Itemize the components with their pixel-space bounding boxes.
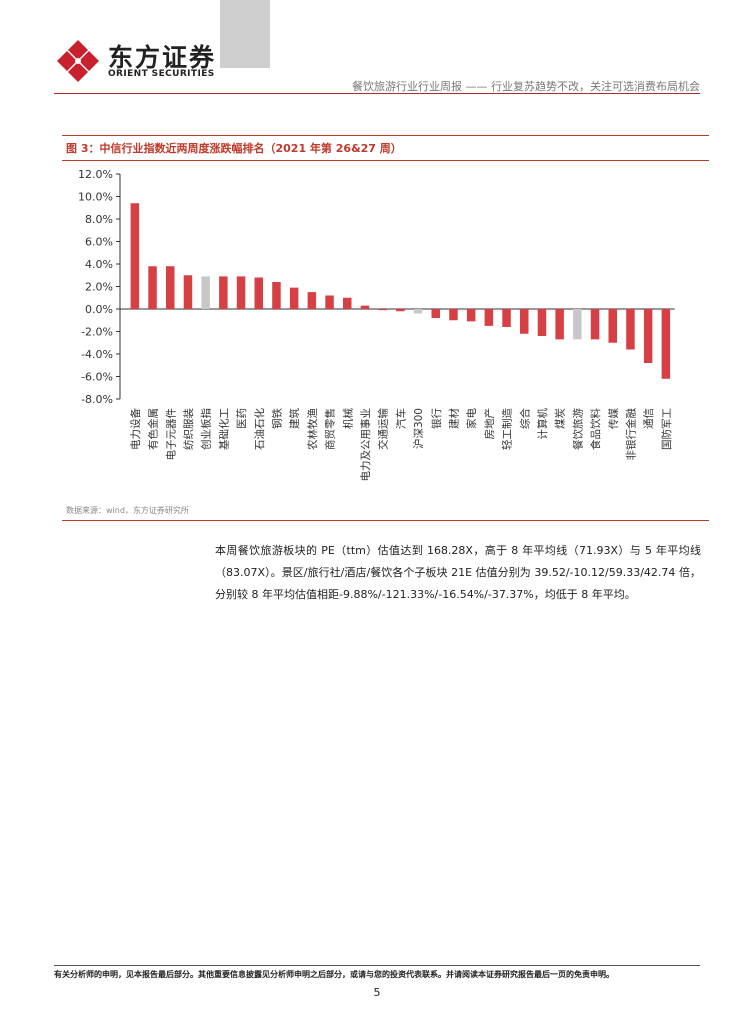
x-tick-label: 传媒 — [607, 408, 620, 429]
y-tick-label: 6.0% — [85, 236, 113, 249]
figure-source: 数据来源：wind，东方证券研究所 — [66, 506, 189, 515]
industry-change-bar-chart: 12.0% 10.0% 8.0% 6.0% 4.0% 2.0% 0.0% -2.0% -4.0%… — [78, 168, 675, 482]
bar-16 — [396, 309, 405, 312]
bar-4 — [183, 275, 193, 309]
bar-1 — [130, 203, 140, 309]
y-tick-label: 10.0% — [78, 191, 113, 204]
bar-28 — [608, 309, 617, 343]
y-tick-label: -6.0% — [81, 371, 113, 384]
bar-22 — [502, 309, 511, 327]
bar-15 — [378, 309, 387, 311]
footer-disclaimer: 有关分析师的申明，见本报告最后部分。其他重要信息披露见分析师申明之后部分，或请与… — [54, 970, 614, 979]
x-tick-label: 通信 — [643, 408, 655, 429]
y-tick-label: 2.0% — [85, 281, 113, 294]
y-tick-label: 4.0% — [85, 258, 113, 271]
x-tick-label: 纺织服装 — [182, 408, 195, 450]
bar-30 — [643, 309, 653, 363]
x-tick-label: 轻工制造 — [501, 408, 514, 450]
y-tick-label: 8.0% — [85, 213, 113, 226]
figure-title: 图 3：中信行业指数近两周度涨跌幅排名（2021 年第 26&27 周） — [66, 142, 402, 155]
y-tick-label: 0.0% — [85, 303, 113, 316]
x-tick-label: 食品饮料 — [589, 408, 602, 450]
footer-divider — [54, 965, 700, 966]
bar-9 — [272, 282, 281, 309]
x-tick-label: 机械 — [341, 408, 354, 429]
x-tick-label: 医药 — [236, 408, 248, 429]
y-tick-label: -4.0% — [81, 348, 113, 361]
bar-25 — [555, 309, 564, 340]
x-tick-label: 石油石化 — [253, 408, 266, 450]
bar-18 — [431, 309, 440, 318]
x-tick-label: 沪深300 — [412, 408, 425, 449]
bar-10 — [289, 287, 299, 309]
x-tick-label: 钢铁 — [270, 408, 283, 429]
bar-7 — [236, 276, 246, 309]
bar-26 — [573, 309, 582, 340]
x-tick-label: 基础化工 — [217, 408, 230, 450]
x-tick-label: 创业板指 — [200, 408, 213, 450]
figure-title-rule — [62, 160, 709, 161]
x-tick-label: 农林牧渔 — [306, 408, 319, 450]
page-number: 5 — [373, 986, 381, 999]
bar-17 — [413, 309, 423, 314]
x-tick-label: 国防军工 — [660, 408, 673, 450]
bar-6 — [219, 276, 228, 309]
bar-23 — [520, 309, 529, 334]
y-tick-label: -2.0% — [81, 326, 113, 339]
x-tick-label: 电力设备 — [129, 408, 142, 450]
x-tick-label: 建筑 — [288, 408, 301, 429]
x-tick-label: 银行 — [430, 408, 443, 429]
bar-29 — [626, 309, 635, 350]
orient-securities-logo-icon — [57, 40, 99, 82]
x-tick-label: 非银行金融 — [624, 408, 637, 461]
bar-19 — [449, 309, 458, 321]
x-tick-label: 煤炭 — [554, 408, 567, 429]
bar-31 — [661, 309, 671, 379]
bar-14 — [360, 305, 370, 309]
x-tick-label: 汽车 — [394, 408, 407, 429]
bar-12 — [325, 295, 334, 309]
x-tick-label: 家电 — [465, 408, 478, 429]
bar-20 — [466, 309, 476, 322]
x-tick-label: 计算机 — [536, 408, 549, 440]
x-tick-label: 商贸零售 — [324, 408, 337, 450]
x-tick-label: 餐饮旅游 — [571, 408, 584, 450]
bar-11 — [307, 292, 317, 309]
bar-21 — [484, 309, 494, 326]
x-tick-label: 电力及公用事业 — [359, 408, 372, 482]
x-tick-label: 建材 — [447, 408, 460, 429]
y-tick-label: -8.0% — [81, 393, 113, 406]
bar-3 — [166, 266, 175, 309]
x-tick-label: 有色金属 — [147, 408, 160, 450]
figure-bottom-rule — [62, 520, 709, 521]
bar-24 — [537, 309, 547, 336]
brand-name-cn: 东方证券 — [108, 43, 217, 72]
header-divider — [54, 93, 700, 94]
x-tick-label: 综合 — [518, 408, 531, 429]
figure-top-rule — [62, 135, 709, 136]
y-tick-label: 12.0% — [78, 168, 113, 181]
x-tick-label: 交通运输 — [377, 408, 390, 450]
bar-5 — [201, 276, 210, 309]
bar-8 — [254, 277, 263, 309]
body-paragraph: 本周餐饮旅游板块的 PE（ttm）估值达到 168.28X，高于 8 年平均线（… — [215, 544, 701, 601]
bar-2 — [148, 266, 157, 309]
brand-name-en: ORIENT SECURITIES — [108, 69, 215, 79]
x-tick-label: 电子元器件 — [164, 408, 177, 461]
report-title: 餐饮旅游行业行业周报 —— 行业复苏趋势不改，关注可选消费布局机会 — [352, 80, 700, 93]
header-decoration-block — [220, 0, 270, 68]
x-tick-label: 房地产 — [483, 408, 496, 440]
bar-13 — [343, 297, 352, 309]
bar-27 — [590, 309, 600, 340]
